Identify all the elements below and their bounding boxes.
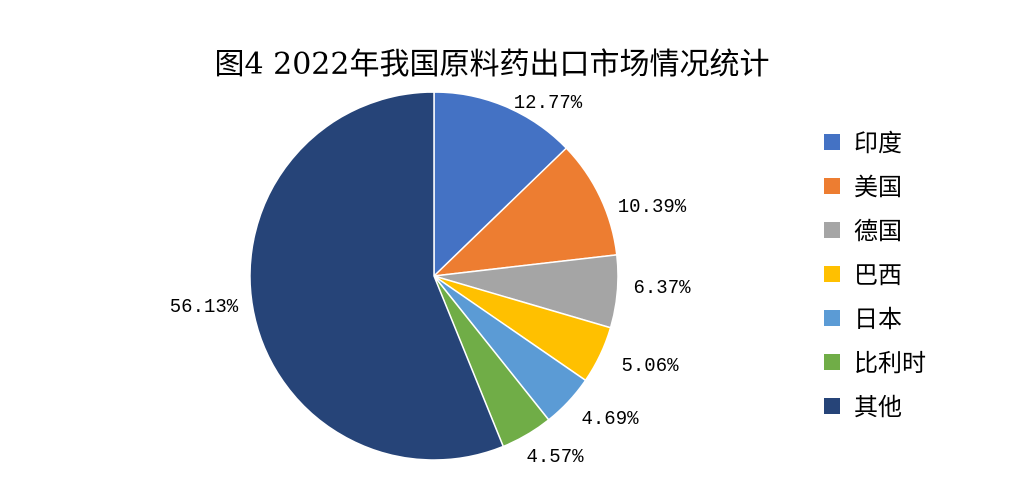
- data-label-6: 4.57%: [526, 446, 584, 468]
- chart-title: 图4 2022年我国原料药出口市场情况统计: [215, 47, 770, 82]
- legend-swatch: [824, 354, 840, 370]
- pie-slice-7: [249, 91, 505, 461]
- data-label-5: 4.69%: [581, 408, 639, 430]
- data-label-4: 5.06%: [621, 355, 679, 377]
- legend-label: 印度: [854, 129, 902, 157]
- data-label-7: 56.13%: [170, 296, 239, 318]
- legend-item-1: 印度: [824, 129, 902, 157]
- data-label-1: 12.77%: [514, 92, 583, 114]
- data-label-2: 10.39%: [618, 196, 687, 218]
- data-label-3: 6.37%: [633, 277, 691, 299]
- legend-label: 日本: [854, 305, 902, 333]
- legend-label: 德国: [854, 217, 902, 245]
- legend-swatch: [824, 398, 840, 414]
- legend-label: 其他: [854, 393, 902, 421]
- pie-slice-1: [433, 91, 568, 278]
- legend-label: 美国: [854, 173, 902, 201]
- legend-item-4: 巴西: [824, 261, 902, 289]
- pie-slice-2: [431, 147, 618, 277]
- legend-label: 比利时: [854, 349, 926, 377]
- legend-item-3: 德国: [824, 217, 902, 245]
- legend-swatch: [824, 310, 840, 326]
- legend-item-2: 美国: [824, 173, 902, 201]
- legend-swatch: [824, 222, 840, 238]
- pie-slices: [249, 91, 619, 461]
- legend-swatch: [824, 266, 840, 282]
- legend-item-5: 日本: [824, 305, 902, 333]
- legend-label: 巴西: [854, 261, 902, 289]
- legend-item-7: 其他: [824, 393, 902, 421]
- legend-swatch: [824, 134, 840, 150]
- data-labels: 12.77% 10.39% 6.37% 5.06% 4.69% 4.57% 56.13%: [170, 92, 691, 468]
- legend-swatch: [824, 178, 840, 194]
- legend-item-6: 比利时: [824, 349, 926, 377]
